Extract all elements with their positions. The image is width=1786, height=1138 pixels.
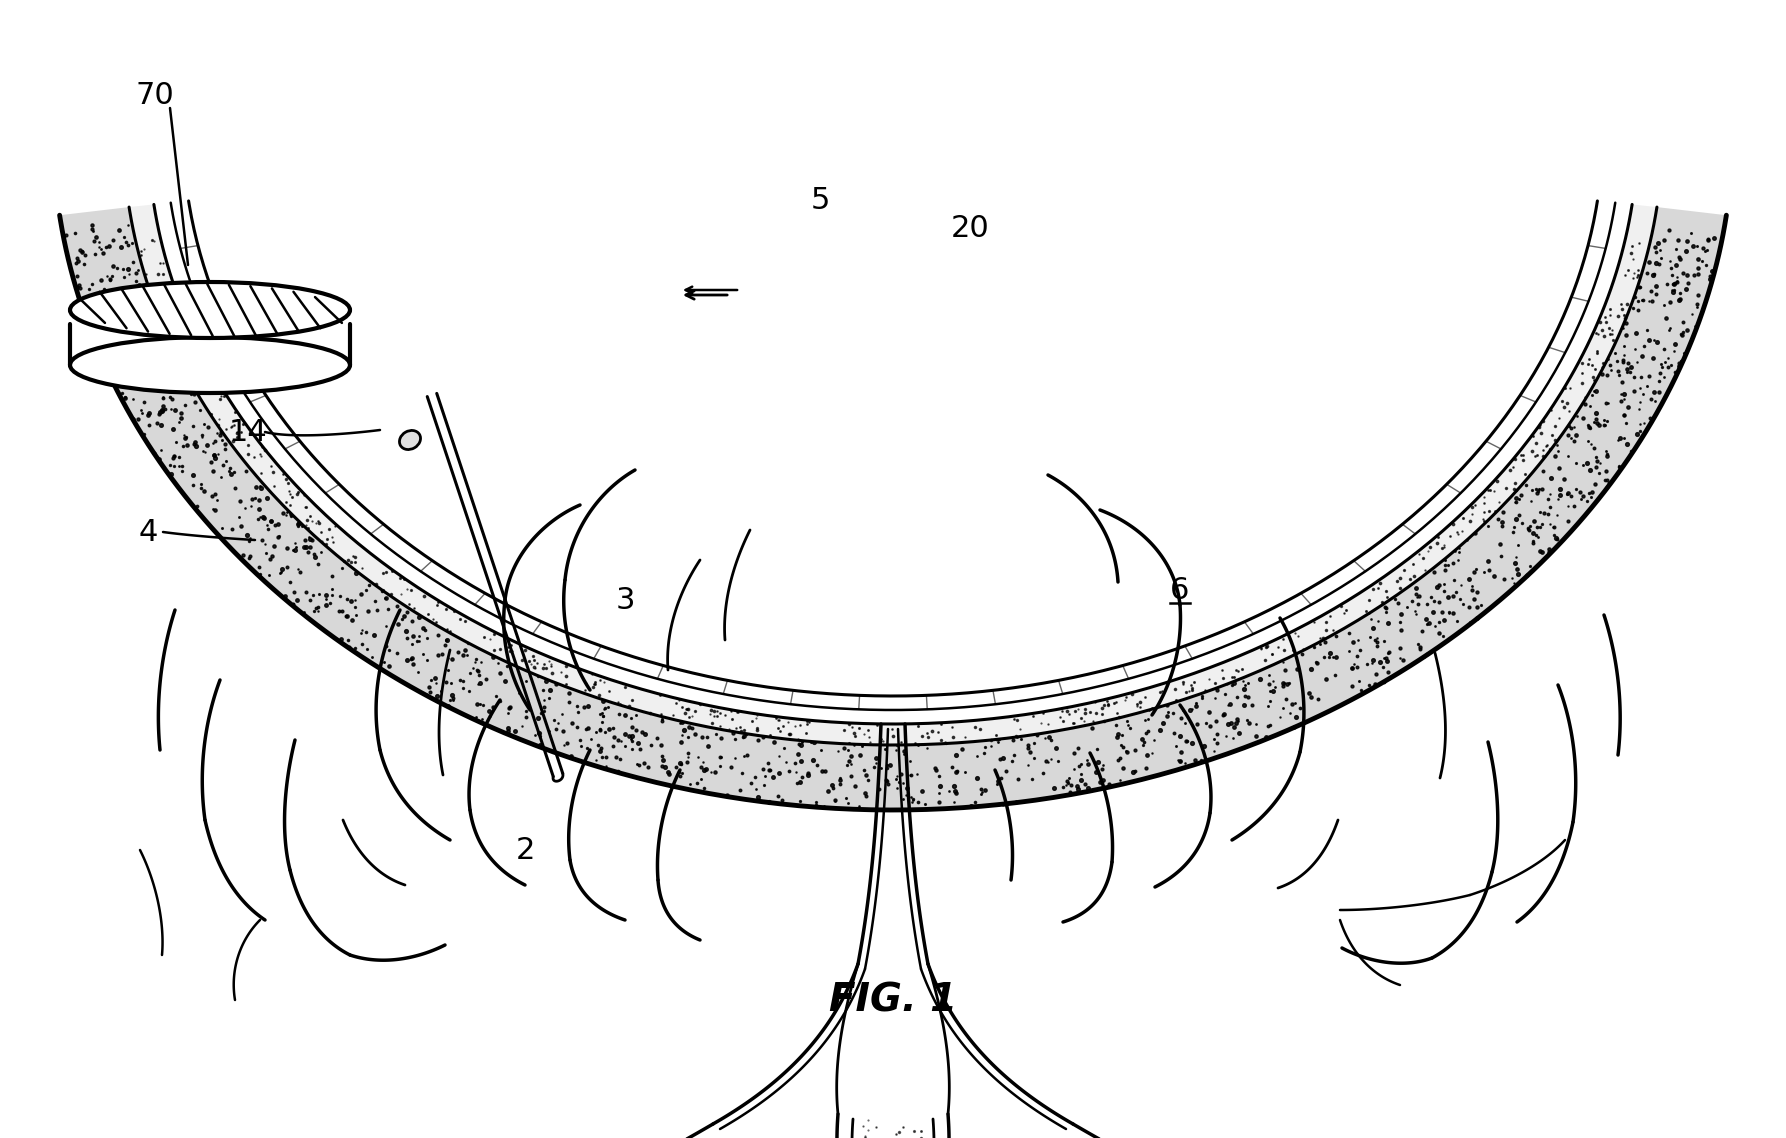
Polygon shape (129, 205, 1657, 745)
Polygon shape (70, 310, 350, 365)
Ellipse shape (70, 282, 350, 338)
Polygon shape (59, 207, 1727, 810)
Ellipse shape (400, 430, 420, 450)
Text: 6: 6 (1170, 576, 1189, 604)
Ellipse shape (70, 337, 350, 393)
Text: 14: 14 (229, 418, 268, 446)
Text: FIG. 1: FIG. 1 (829, 981, 957, 1019)
Text: 4: 4 (138, 518, 157, 546)
Text: 5: 5 (811, 185, 830, 214)
Text: 3: 3 (614, 585, 634, 615)
Text: 2: 2 (516, 835, 534, 865)
Text: 20: 20 (950, 214, 989, 242)
Text: 70: 70 (136, 81, 175, 109)
